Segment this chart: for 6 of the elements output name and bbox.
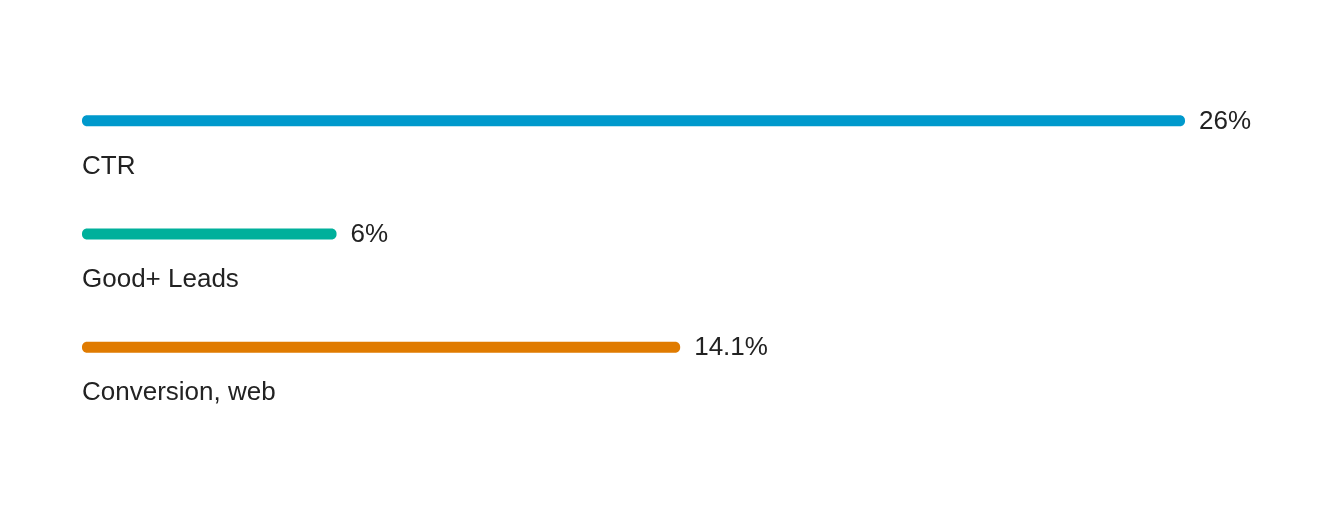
y-tick-label: Good+ Leads [82, 263, 239, 293]
data-label: 14.1% [694, 331, 768, 362]
y-tick-label: Conversion, web [82, 376, 276, 407]
data-label: 6% [350, 218, 389, 248]
data-label: 26% [1199, 104, 1252, 135]
y-tick-label: CTR [82, 149, 136, 180]
